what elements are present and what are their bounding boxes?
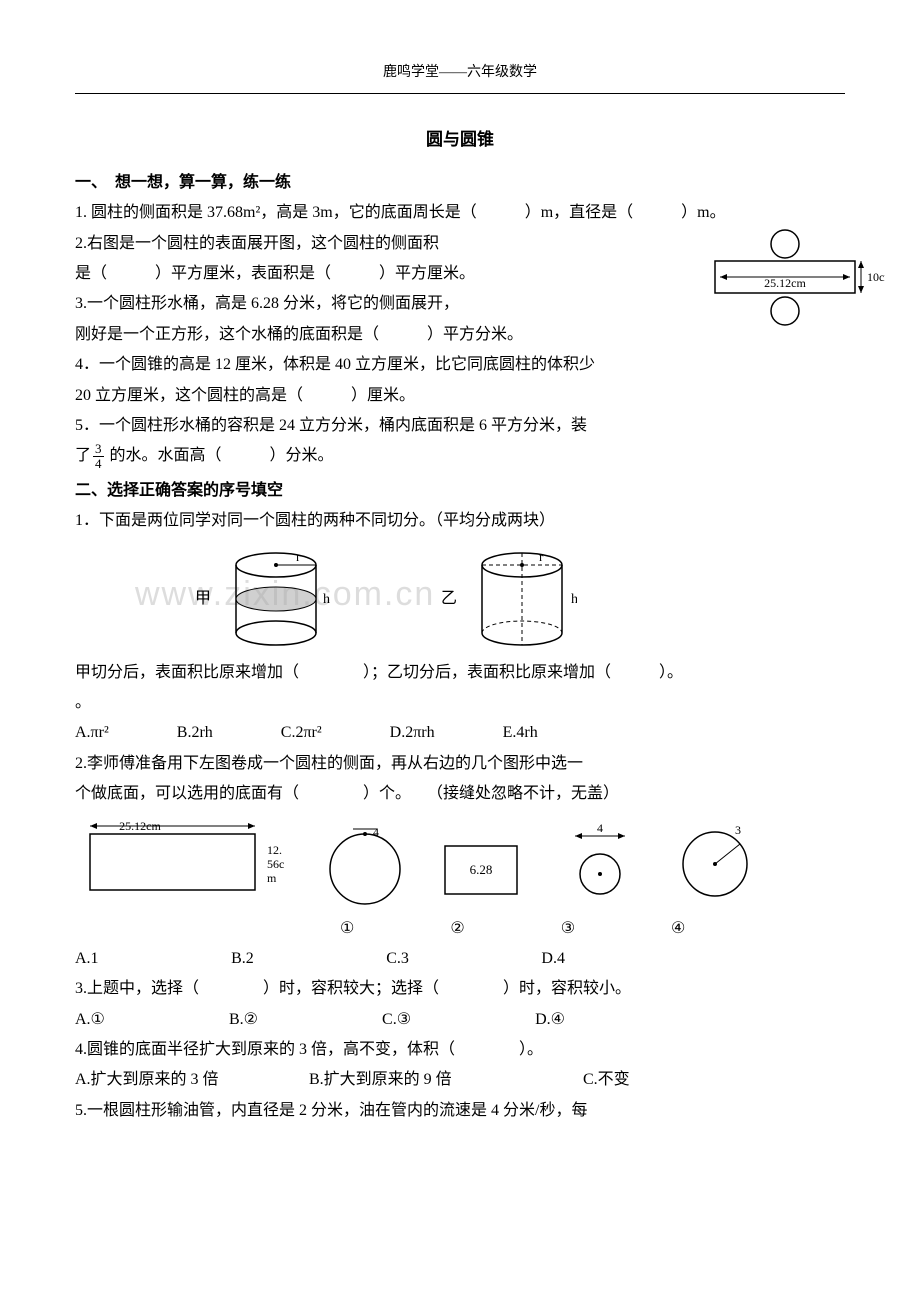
cylinder-diagrams: www.zixin.com.cn 甲 r h 乙 r h xyxy=(75,547,845,652)
svg-text:r: r xyxy=(539,549,544,564)
section-2-heading: 二、选择正确答案的序号填空 xyxy=(75,476,845,506)
q2-5: 5.一根圆柱形输油管，内直径是 2 分米，油在管内的流速是 4 分米/秒，每 xyxy=(75,1096,845,1126)
opt-c: C.不变 xyxy=(583,1071,630,1088)
svg-text:4: 4 xyxy=(373,825,379,839)
q1-2a: 2.右图是一个圆柱的表面展开图，这个圆柱的侧面积 25.12cm 10cm xyxy=(75,229,845,259)
fraction-3-4: 34 xyxy=(93,442,104,472)
opt-c: C.2πr² xyxy=(281,718,322,748)
q2-1c: 。 xyxy=(75,688,845,718)
opt-a: A.扩大到原来的 3 倍 xyxy=(75,1065,305,1095)
q1-2b: 是（ ）平方厘米，表面积是（ ）平方厘米。 xyxy=(75,259,845,289)
svg-text:m: m xyxy=(267,871,277,885)
q1-2a-text: 2.右图是一个圆柱的表面展开图，这个圆柱的侧面积 xyxy=(75,235,439,252)
q1-3a: 3.一个圆柱形水桶，高是 6.28 分米，将它的侧面展开， xyxy=(75,289,845,319)
opt-c: C.3 xyxy=(386,944,409,974)
net-height-label: 10cm xyxy=(867,270,885,284)
worksheet-title: 圆与圆锥 xyxy=(75,124,845,156)
svg-text:h: h xyxy=(323,592,330,607)
opt-b: B.2rh xyxy=(177,718,213,748)
shapes-row: 25.12cm 12. 56c m 4 6.28 4 3 xyxy=(75,814,845,914)
shape-label-1: ① xyxy=(340,914,354,944)
q2-3-options: A.① B.② C.③ D.④ xyxy=(75,1005,845,1035)
q2-2-options: A.1 B.2 C.3 D.4 xyxy=(75,944,845,974)
shape-label-4: ④ xyxy=(671,914,685,944)
q2-2a: 2.李师傅准备用下左图卷成一个圆柱的侧面，再从右边的几个图形中选一 xyxy=(75,749,845,779)
q2-1b: 甲切分后，表面积比原来增加（ ）；乙切分后，表面积比原来增加（ ）。 xyxy=(75,658,845,688)
svg-text:4: 4 xyxy=(597,821,603,835)
svg-text:12.: 12. xyxy=(267,843,282,857)
opt-a: A.① xyxy=(75,1005,105,1035)
q2-1-options: A.πr² B.2rh C.2πr² D.2πrh E.4rh xyxy=(75,718,845,748)
opt-e: E.4rh xyxy=(503,718,538,748)
svg-text:6.28: 6.28 xyxy=(470,862,493,877)
cylinder-label-b: 乙 xyxy=(441,584,457,614)
q1-5b-pre: 了 xyxy=(75,447,91,464)
cylinder-label-a: 甲 xyxy=(195,584,211,614)
cylinder-a-figure: r h xyxy=(221,547,331,652)
shape-labels: ① ② ③ ④ xyxy=(340,914,845,944)
opt-d: D.④ xyxy=(535,1005,565,1035)
svg-text:3: 3 xyxy=(735,823,741,837)
q2-4: 4.圆锥的底面半径扩大到原来的 3 倍，高不变，体积（ ）。 xyxy=(75,1035,845,1065)
section-1-heading: 一、 想一想，算一算，练一练 xyxy=(75,168,845,198)
shape-label-3: ③ xyxy=(561,914,575,944)
q1-5b-post: 的水。水面高（ ）分米。 xyxy=(106,447,334,464)
opt-b: B.② xyxy=(229,1005,258,1035)
page-header: 鹿鸣学堂——六年级数学 xyxy=(75,60,845,94)
svg-text:56c: 56c xyxy=(267,857,284,871)
q2-3: 3.上题中，选择（ ）时，容积较大；选择（ ）时，容积较小。 xyxy=(75,974,845,1004)
q2-4-options: A.扩大到原来的 3 倍 B.扩大到原来的 9 倍 C.不变 xyxy=(75,1065,845,1095)
opt-b: B.2 xyxy=(231,944,254,974)
q2-1a: 1．下面是两位同学对同一个圆柱的两种不同切分。（平均分成两块） xyxy=(75,506,845,536)
q2-2b: 个做底面，可以选用的底面有（ ）个。 （接缝处忽略不计，无盖） xyxy=(75,779,845,809)
cylinder-b-figure: r h xyxy=(467,547,577,652)
svg-text:r: r xyxy=(296,549,301,564)
shape-label-2: ② xyxy=(450,914,464,944)
opt-d: D.4 xyxy=(541,944,565,974)
q1-5b: 了34 的水。水面高（ ）分米。 xyxy=(75,441,845,471)
opt-d: D.2πrh xyxy=(390,718,435,748)
q1-3b: 刚好是一个正方形，这个水桶的底面积是（ ）平方分米。 xyxy=(75,320,845,350)
q1-5a: 5．一个圆柱形水桶的容积是 24 立方分米，桶内底面积是 6 平方分米，装 xyxy=(75,411,845,441)
opt-a: A.πr² xyxy=(75,718,109,748)
q1-1: 1. 圆柱的侧面积是 37.68m²，高是 3m，它的底面周长是（ ）m，直径是… xyxy=(75,198,845,228)
opt-c: C.③ xyxy=(382,1005,411,1035)
opt-b: B.扩大到原来的 9 倍 xyxy=(309,1065,579,1095)
q1-4b: 20 立方厘米，这个圆柱的高是（ ）厘米。 xyxy=(75,381,845,411)
opt-a: A.1 xyxy=(75,944,99,974)
svg-text:h: h xyxy=(571,592,577,607)
q1-4a: 4．一个圆锥的高是 12 厘米，体积是 40 立方厘米，比它同底圆柱的体积少 xyxy=(75,350,845,380)
